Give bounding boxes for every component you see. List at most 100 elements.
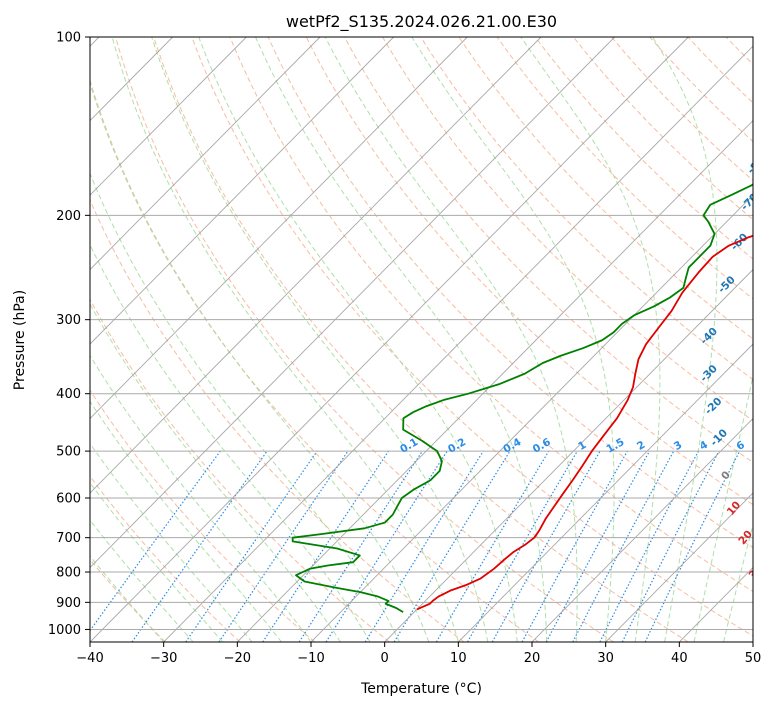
y-tick-label: 900 xyxy=(56,596,81,611)
dry-adiabat-line xyxy=(496,37,753,300)
y-tick-label: 300 xyxy=(56,313,81,328)
isotherm-line xyxy=(679,566,753,642)
moist-adiabat-line xyxy=(652,37,718,642)
isotherm-line xyxy=(384,268,753,642)
dry-adiabat-line xyxy=(751,24,775,642)
dry-adiabat-line xyxy=(114,37,614,642)
mixing-ratio-line xyxy=(325,450,448,642)
x-tick-label: 50 xyxy=(745,651,762,666)
dry-adiabat-line xyxy=(90,81,540,642)
isotherm-line xyxy=(90,37,394,345)
moist-adiabat-line xyxy=(90,354,312,642)
dry-adiabat-label: -80 xyxy=(745,155,767,177)
moist-adiabat-line xyxy=(255,37,548,642)
y-tick-label: 500 xyxy=(56,445,81,460)
y-axis-title: Pressure (hPa) xyxy=(12,290,28,390)
isotherm-line xyxy=(90,37,542,494)
mixing-ratio-line xyxy=(599,450,699,642)
chart-title: wetPf2_S135.2024.026.21.00.E30 xyxy=(286,12,557,32)
mixing-ratio-line xyxy=(545,450,651,642)
y-tick-label: 600 xyxy=(56,492,81,507)
mixing-ratio-line xyxy=(521,450,628,642)
moist-adiabat-line xyxy=(198,37,518,642)
moist-adiabat-line xyxy=(693,373,753,642)
dry-adiabat-label: -90 xyxy=(761,113,775,135)
mixing-ratio-line xyxy=(393,450,511,642)
mixing-ratio-line xyxy=(621,450,720,642)
mixing-ratio-label: 1.5 xyxy=(604,436,626,456)
dry-adiabat-line xyxy=(572,37,753,221)
moist-adiabat-line xyxy=(752,640,753,642)
mixing-ratio-line xyxy=(572,450,675,642)
plot-frame xyxy=(89,36,754,643)
moist-adiabat-line xyxy=(90,555,165,642)
dry-adiabat-label: -20 xyxy=(703,395,725,417)
mixing-ratio-line xyxy=(90,450,221,632)
x-tick-label: −20 xyxy=(224,651,251,666)
dry-adiabat-line xyxy=(305,37,753,506)
dry-adiabat-line xyxy=(90,198,465,642)
temperature-profile-line xyxy=(416,234,753,611)
moist-adiabat-line xyxy=(90,78,430,642)
x-tick-label: −40 xyxy=(76,651,103,666)
dry-adiabat-line xyxy=(90,298,390,642)
mixing-ratio-label: 8 xyxy=(764,439,775,453)
isotherm-line xyxy=(237,119,753,642)
dry-adiabat-line xyxy=(191,37,753,637)
moist-adiabat-label: 0 xyxy=(719,469,733,482)
moist-adiabat-line xyxy=(90,243,371,642)
mixing-ratio-label: 0.6 xyxy=(531,436,553,456)
mixing-ratio-label: 0.1 xyxy=(398,436,420,456)
x-tick-label: 30 xyxy=(597,651,614,666)
moist-adiabats xyxy=(90,37,753,642)
pressure-gridlines xyxy=(90,37,753,630)
x-axis-title: Temperature (°C) xyxy=(360,681,482,697)
dry-adiabat-line xyxy=(534,37,753,260)
mixing-ratio-line xyxy=(491,450,601,642)
y-tick-label: 1000 xyxy=(48,623,81,638)
dewpoint-profile-line xyxy=(291,183,753,613)
mixing-ratio-line xyxy=(298,450,423,642)
mixing-ratio-lines xyxy=(90,450,741,642)
background-line-labels: -100-90-80-70-60-50-40-30-20-10010203040… xyxy=(398,113,775,612)
moist-adiabat-label: 40 xyxy=(761,593,775,612)
x-tick-label: −30 xyxy=(150,651,177,666)
isotherm-line xyxy=(90,37,615,569)
x-tick-label: 20 xyxy=(524,651,541,666)
mixing-ratio-line xyxy=(262,450,390,642)
mixing-ratio-label: 0.4 xyxy=(501,436,523,456)
dry-adiabats xyxy=(90,24,775,642)
dry-adiabat-line xyxy=(420,37,753,381)
x-tick-label: 0 xyxy=(381,651,389,666)
dry-adiabat-line xyxy=(458,37,753,340)
moist-adiabat-line xyxy=(90,303,341,642)
isotherms xyxy=(90,37,753,642)
isotherm-line xyxy=(90,37,247,196)
axes: −40 −30 −20 −10 0 10 20 30 40 5010020030040050060… xyxy=(48,31,761,667)
isotherm-line xyxy=(458,343,753,642)
y-tick-label: 800 xyxy=(56,566,81,581)
mixing-ratio-line xyxy=(131,450,268,642)
moist-adiabat-label: 10 xyxy=(725,499,744,518)
moist-adiabat-line xyxy=(151,37,489,642)
isotherm-line xyxy=(531,417,753,642)
dry-adiabat-label: -60 xyxy=(729,231,751,253)
dry-adiabat-line xyxy=(725,37,753,65)
y-tick-label: 100 xyxy=(56,31,81,46)
mixing-ratio-label: 0.2 xyxy=(446,436,468,456)
isotherm-line xyxy=(90,37,468,420)
dry-adiabat-line xyxy=(229,37,753,593)
moist-adiabat-line xyxy=(324,37,578,642)
x-tick-label: −10 xyxy=(297,651,324,666)
dry-adiabat-line xyxy=(90,389,316,642)
dry-adiabat-line xyxy=(343,37,753,463)
moist-adiabat-line xyxy=(411,37,615,642)
moist-adiabat-label: 30 xyxy=(747,563,766,582)
x-tick-label: 10 xyxy=(450,651,467,666)
dry-adiabat-line xyxy=(153,37,689,642)
moist-adiabat-line xyxy=(90,172,400,642)
y-tick-label: 400 xyxy=(56,387,81,402)
isotherm-line xyxy=(752,641,753,642)
y-tick-label: 200 xyxy=(56,209,81,224)
